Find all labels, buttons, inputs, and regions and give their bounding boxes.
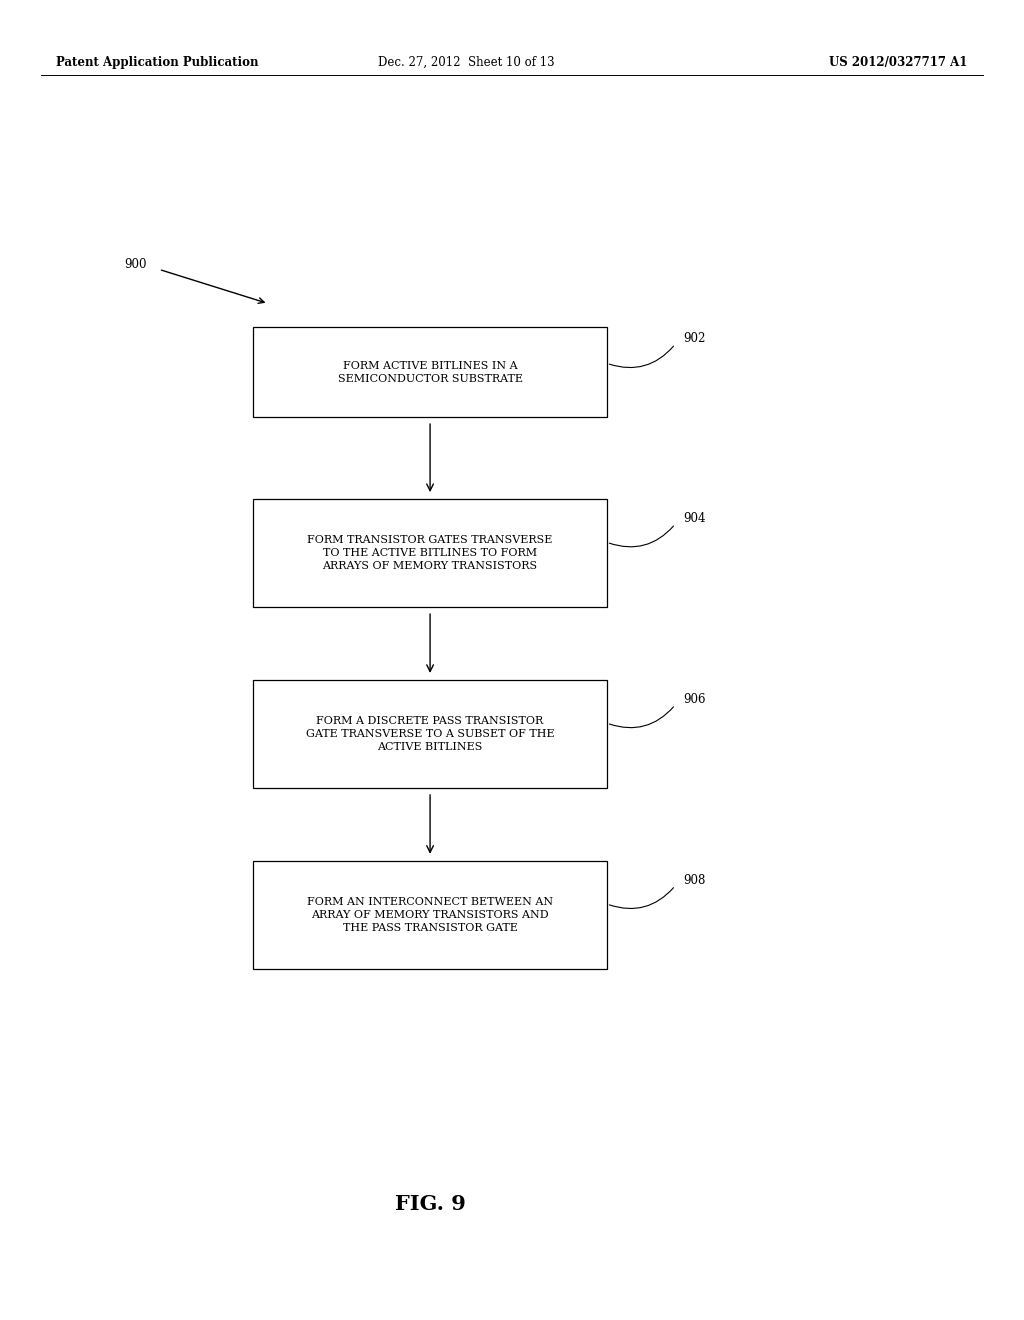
FancyBboxPatch shape <box>254 499 606 607</box>
Text: 900: 900 <box>124 257 146 271</box>
Text: FORM TRANSISTOR GATES TRANSVERSE
TO THE ACTIVE BITLINES TO FORM
ARRAYS OF MEMORY: FORM TRANSISTOR GATES TRANSVERSE TO THE … <box>307 535 553 572</box>
Text: FIG. 9: FIG. 9 <box>394 1193 466 1214</box>
Text: FORM AN INTERCONNECT BETWEEN AN
ARRAY OF MEMORY TRANSISTORS AND
THE PASS TRANSIS: FORM AN INTERCONNECT BETWEEN AN ARRAY OF… <box>307 896 553 933</box>
Text: Dec. 27, 2012  Sheet 10 of 13: Dec. 27, 2012 Sheet 10 of 13 <box>378 55 554 69</box>
Text: Patent Application Publication: Patent Application Publication <box>56 55 259 69</box>
Text: 906: 906 <box>684 693 706 706</box>
Text: 904: 904 <box>684 512 706 525</box>
Text: 902: 902 <box>684 333 706 346</box>
FancyBboxPatch shape <box>254 861 606 969</box>
Text: 908: 908 <box>684 874 706 887</box>
Text: FORM ACTIVE BITLINES IN A
SEMICONDUCTOR SUBSTRATE: FORM ACTIVE BITLINES IN A SEMICONDUCTOR … <box>338 360 522 384</box>
Text: FORM A DISCRETE PASS TRANSISTOR
GATE TRANSVERSE TO A SUBSET OF THE
ACTIVE BITLIN: FORM A DISCRETE PASS TRANSISTOR GATE TRA… <box>306 715 554 752</box>
Text: US 2012/0327717 A1: US 2012/0327717 A1 <box>829 55 968 69</box>
FancyBboxPatch shape <box>254 327 606 417</box>
FancyBboxPatch shape <box>254 680 606 788</box>
